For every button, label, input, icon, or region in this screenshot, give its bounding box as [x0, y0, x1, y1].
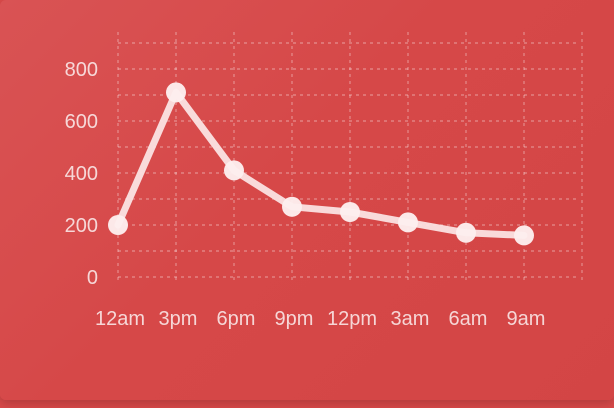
x-tick-label: 9am [507, 308, 546, 330]
data-point [456, 222, 476, 243]
data-point [282, 196, 302, 217]
x-tick-label: 9pm [275, 308, 314, 330]
data-point [224, 160, 244, 181]
x-tick-label: 12am [95, 308, 145, 330]
x-tick-label: 6pm [217, 308, 256, 330]
x-tick-label: 3pm [159, 308, 198, 330]
data-point [108, 215, 128, 235]
series-line [114, 88, 528, 239]
x-tick-label: 12pm [327, 308, 377, 330]
y-tick-label: 200 [65, 215, 98, 237]
data-point [166, 82, 186, 103]
data-point [340, 202, 360, 222]
data-point [514, 225, 534, 246]
y-tick-label: 400 [65, 163, 98, 185]
y-axis-labels: 0 200 400 600 800 [65, 59, 98, 289]
series-layer [108, 82, 534, 246]
grid [117, 32, 583, 280]
x-axis-labels: 12am 3pm 6pm 9pm 12pm 3am 6am 9am [95, 308, 545, 330]
x-tick-label: 3am [391, 308, 430, 330]
y-tick-label: 600 [65, 111, 98, 133]
y-tick-label: 0 [87, 267, 98, 289]
x-tick-label: 6am [449, 308, 488, 330]
y-tick-label: 800 [65, 59, 98, 81]
data-point [398, 212, 418, 233]
